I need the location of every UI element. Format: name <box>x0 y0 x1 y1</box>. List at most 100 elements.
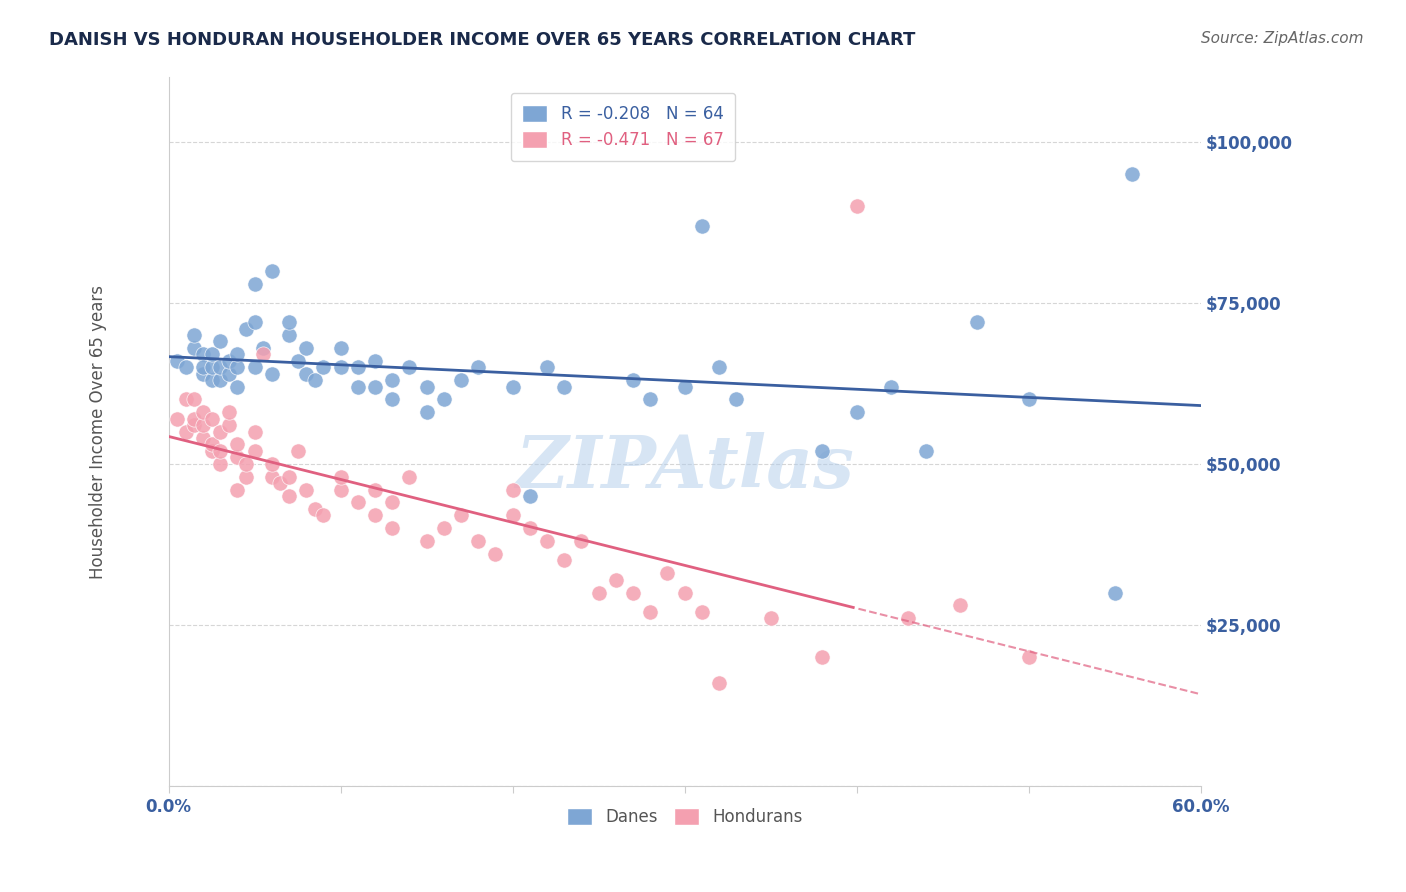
Point <box>278 315 301 329</box>
Point <box>209 360 232 375</box>
Point <box>966 315 988 329</box>
Point <box>235 469 257 483</box>
Point <box>183 418 205 433</box>
Point <box>260 457 283 471</box>
Point <box>364 353 387 368</box>
Point <box>914 444 936 458</box>
Point <box>226 483 249 497</box>
Point <box>218 418 240 433</box>
Text: ZIPAtlas: ZIPAtlas <box>516 432 853 502</box>
Point <box>347 379 370 393</box>
Point <box>621 585 644 599</box>
Point <box>640 605 662 619</box>
Point <box>201 411 224 425</box>
Point <box>415 379 437 393</box>
Point <box>398 360 420 375</box>
Point <box>201 444 224 458</box>
Point <box>845 199 868 213</box>
Point <box>657 566 679 581</box>
Point <box>415 405 437 419</box>
Point <box>183 411 205 425</box>
Point <box>381 495 404 509</box>
Point <box>209 334 232 349</box>
Point <box>252 341 274 355</box>
Point <box>209 425 232 439</box>
Point <box>183 341 205 355</box>
Point <box>519 521 541 535</box>
Legend: Danes, Hondurans: Danes, Hondurans <box>558 799 811 834</box>
Point <box>278 489 301 503</box>
Point <box>226 379 249 393</box>
Point <box>725 392 748 407</box>
Point <box>690 605 713 619</box>
Point <box>243 277 266 291</box>
Point <box>1018 392 1040 407</box>
Point <box>174 425 197 439</box>
Point <box>415 534 437 549</box>
Point <box>278 328 301 343</box>
Point <box>880 379 903 393</box>
Point <box>673 379 696 393</box>
Point <box>398 469 420 483</box>
Point <box>484 547 506 561</box>
Point <box>191 431 214 445</box>
Point <box>450 508 472 523</box>
Point <box>218 353 240 368</box>
Point <box>502 483 524 497</box>
Point <box>191 367 214 381</box>
Point <box>707 675 730 690</box>
Y-axis label: Householder Income Over 65 years: Householder Income Over 65 years <box>89 285 107 579</box>
Point <box>811 650 834 665</box>
Point <box>759 611 782 625</box>
Point <box>433 521 456 535</box>
Point <box>304 502 326 516</box>
Point <box>191 405 214 419</box>
Point <box>329 483 352 497</box>
Point <box>174 392 197 407</box>
Point <box>295 341 318 355</box>
Point <box>304 373 326 387</box>
Point <box>191 347 214 361</box>
Point <box>845 405 868 419</box>
Point <box>467 534 489 549</box>
Point <box>287 353 309 368</box>
Point <box>690 219 713 233</box>
Point <box>347 360 370 375</box>
Point <box>166 411 188 425</box>
Point <box>235 457 257 471</box>
Point <box>201 437 224 451</box>
Point <box>605 573 627 587</box>
Point <box>347 495 370 509</box>
Point <box>1121 167 1143 181</box>
Text: DANISH VS HONDURAN HOUSEHOLDER INCOME OVER 65 YEARS CORRELATION CHART: DANISH VS HONDURAN HOUSEHOLDER INCOME OV… <box>49 31 915 49</box>
Point <box>329 469 352 483</box>
Point <box>381 521 404 535</box>
Point <box>243 315 266 329</box>
Point <box>897 611 920 625</box>
Point <box>673 585 696 599</box>
Point <box>433 392 456 407</box>
Point <box>312 508 335 523</box>
Point <box>536 534 558 549</box>
Point <box>226 347 249 361</box>
Point <box>640 392 662 407</box>
Point <box>1018 650 1040 665</box>
Point <box>201 347 224 361</box>
Point <box>329 360 352 375</box>
Point <box>226 450 249 465</box>
Point <box>502 508 524 523</box>
Point <box>450 373 472 387</box>
Point <box>811 444 834 458</box>
Point <box>312 360 335 375</box>
Point <box>381 373 404 387</box>
Point <box>364 483 387 497</box>
Point <box>209 457 232 471</box>
Point <box>243 444 266 458</box>
Point <box>295 483 318 497</box>
Point <box>218 405 240 419</box>
Point <box>235 321 257 335</box>
Point <box>287 444 309 458</box>
Point <box>201 373 224 387</box>
Point <box>260 263 283 277</box>
Point <box>252 347 274 361</box>
